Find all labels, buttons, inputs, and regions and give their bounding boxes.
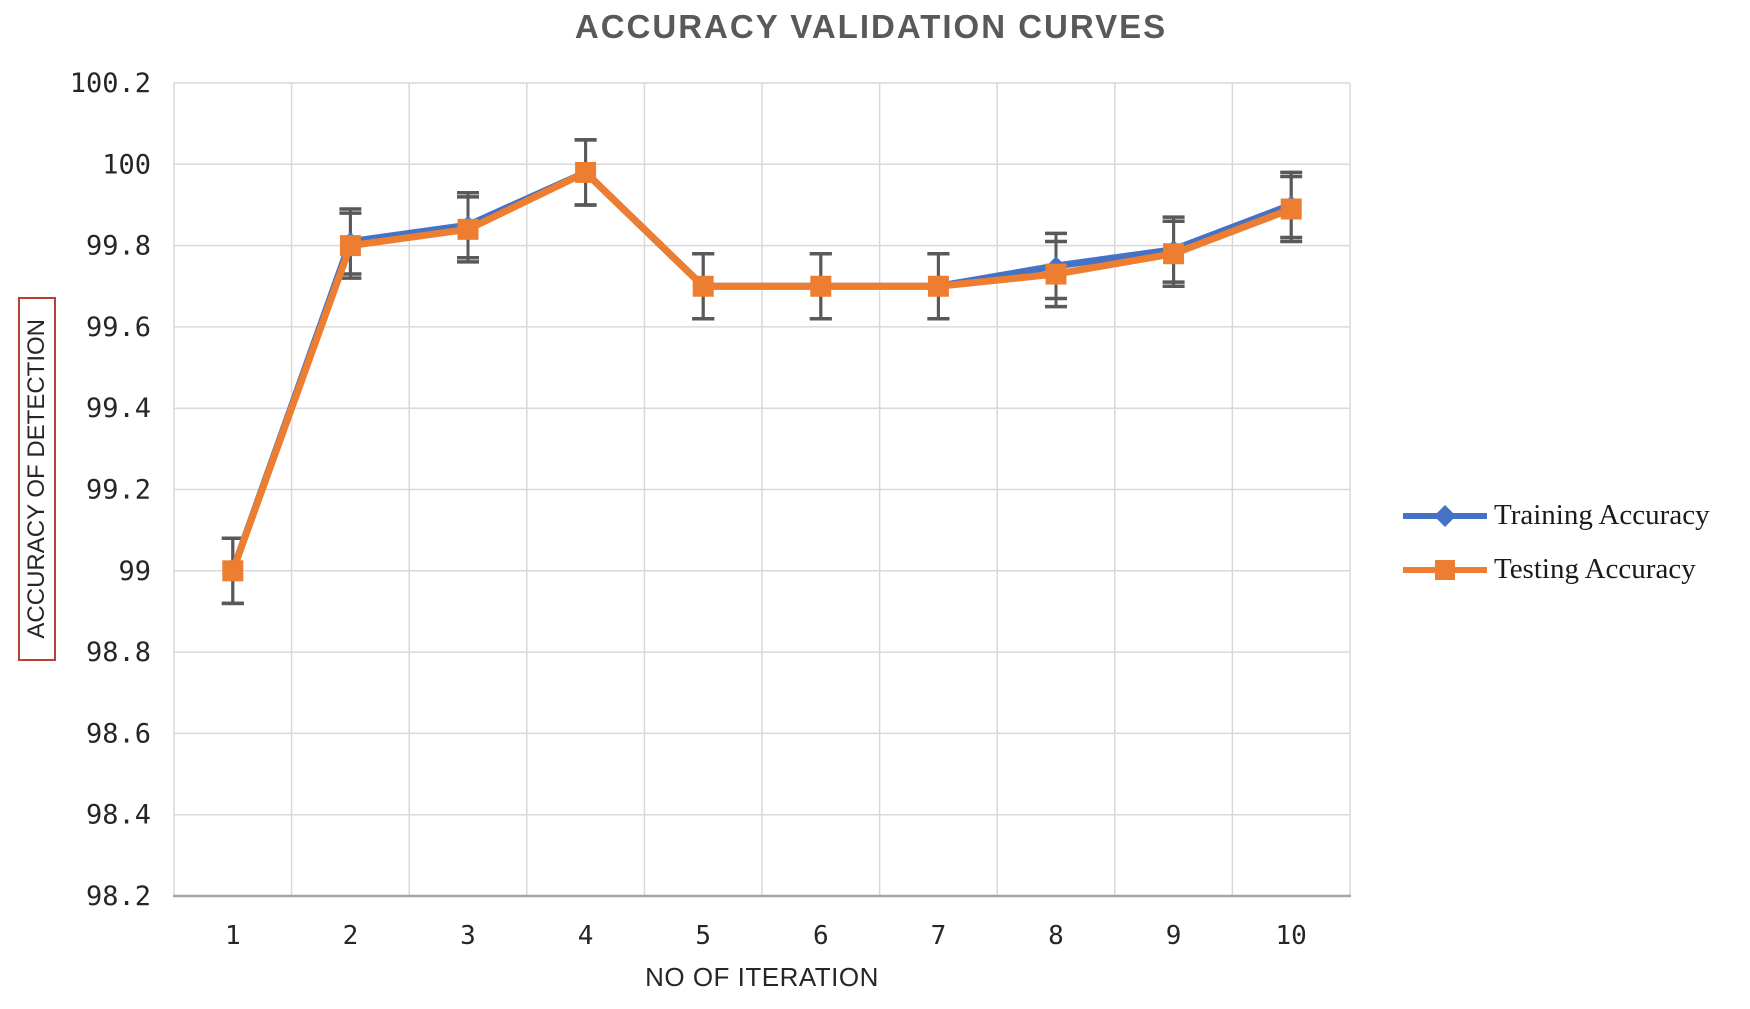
svg-text:7: 7 <box>931 921 947 951</box>
svg-text:98.6: 98.6 <box>86 718 151 749</box>
error-bars-testing <box>221 138 1303 606</box>
training-line-diamond-icon <box>1403 504 1487 527</box>
svg-text:100: 100 <box>102 149 151 180</box>
y-axis-title-box: ACCURACY OF DETECTION <box>18 297 56 661</box>
legend: Training Accuracy Testing Accuracy <box>1403 499 1710 586</box>
svg-text:1: 1 <box>225 921 241 951</box>
chart-title: ACCURACY VALIDATION CURVES <box>574 8 1168 45</box>
legend-item-training: Training Accuracy <box>1403 499 1710 532</box>
legend-label-testing: Testing Accuracy <box>1494 552 1696 585</box>
series-markers-testing <box>222 161 1302 582</box>
legend-label-training: Training Accuracy <box>1494 499 1710 531</box>
y-axis-title: ACCURACY OF DETECTION <box>23 319 50 639</box>
x-tick-labels: 1 2 3 4 5 6 7 8 9 10 <box>225 921 1307 951</box>
svg-text:8: 8 <box>1048 921 1064 951</box>
svg-text:2: 2 <box>343 921 359 951</box>
vertical-gridlines <box>173 83 1351 896</box>
svg-text:6: 6 <box>813 921 829 951</box>
svg-text:5: 5 <box>695 921 711 951</box>
testing-line-square-icon <box>1403 559 1487 580</box>
series-line-testing <box>229 168 1295 575</box>
y-tick-labels: 98.2 98.4 98.6 98.8 99 99.2 99.4 99.6 99.8 100 100… <box>70 68 151 912</box>
svg-text:99.4: 99.4 <box>86 393 151 424</box>
svg-text:4: 4 <box>578 921 594 951</box>
x-axis-title: NO OF ITERATION <box>645 962 879 992</box>
svg-text:3: 3 <box>460 921 476 951</box>
svg-text:100.2: 100.2 <box>70 68 151 99</box>
svg-text:98.4: 98.4 <box>86 800 151 831</box>
svg-text:99.6: 99.6 <box>86 312 151 343</box>
svg-text:99: 99 <box>118 556 151 587</box>
svg-text:98.8: 98.8 <box>86 637 151 668</box>
svg-text:9: 9 <box>1166 921 1182 951</box>
svg-text:10: 10 <box>1276 921 1307 951</box>
svg-text:99.8: 99.8 <box>86 231 151 262</box>
legend-item-testing: Testing Accuracy <box>1403 552 1710 586</box>
svg-text:98.2: 98.2 <box>86 881 151 912</box>
svg-text:99.2: 99.2 <box>86 475 151 506</box>
